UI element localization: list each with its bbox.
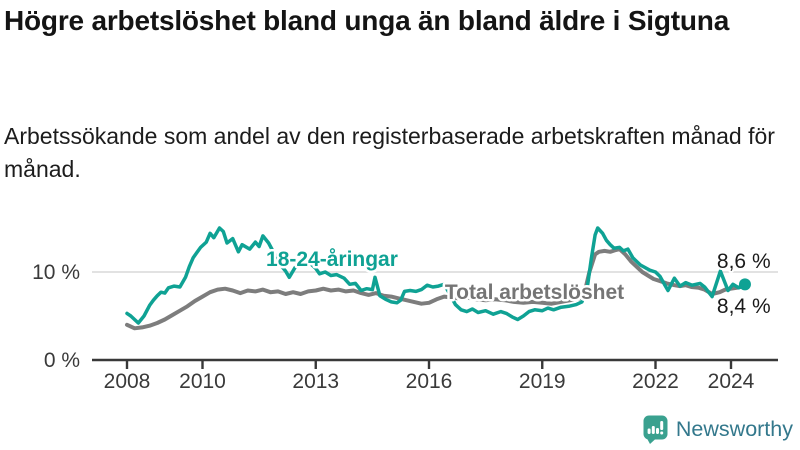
y-tick-label: 10 % <box>32 261 80 284</box>
newsworthy-wordmark: Newsworthy <box>675 417 793 441</box>
x-tick-label: 2024 <box>708 370 755 393</box>
y-tick-label: 0 % <box>44 349 80 372</box>
series-inline-label: Total arbetslöshet <box>445 281 624 304</box>
chart-title: Högre arbetslöshet bland unga än bland ä… <box>4 5 730 36</box>
chart-subtitle: Arbetssökande som andel av den registerb… <box>4 123 775 182</box>
newsworthy-logo[interactable]: Newsworthy <box>643 415 793 444</box>
x-tick-label: 2008 <box>104 370 151 393</box>
end-value-label: 8,4 % <box>717 295 771 318</box>
newsworthy-icon <box>643 415 668 444</box>
x-tick-label: 2022 <box>632 370 679 393</box>
series-end-dot <box>738 278 751 291</box>
x-tick-label: 2010 <box>179 370 226 393</box>
series-line-total-arbetsl-shet <box>125 247 747 331</box>
x-tick-label: 2019 <box>519 370 566 393</box>
series-line-18-24-ringar <box>125 226 747 325</box>
x-tick-label: 2016 <box>406 370 453 393</box>
end-value-label: 8,6 % <box>717 250 771 273</box>
series-inline-label: 18-24-åringar <box>266 248 398 271</box>
x-tick-label: 2013 <box>292 370 339 393</box>
